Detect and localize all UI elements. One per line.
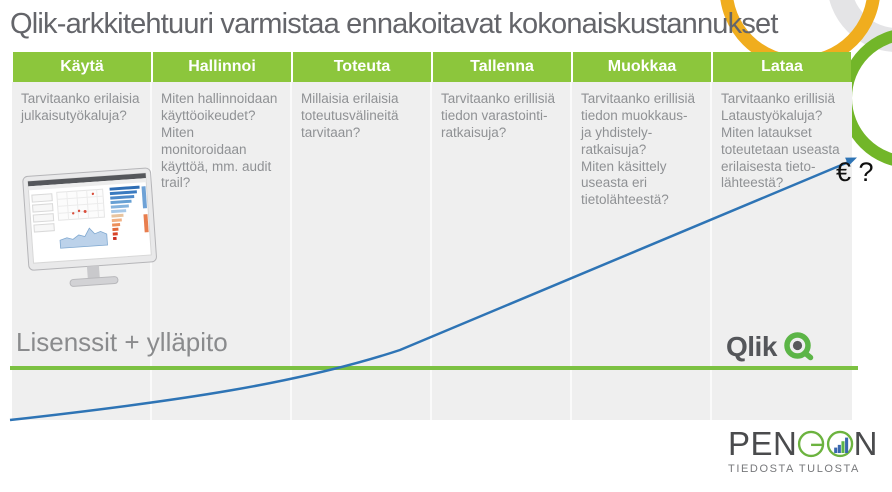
licenses-baseline-line xyxy=(10,366,858,370)
qlik-logo-text: Qlik xyxy=(726,331,777,362)
rising-cost-label: € ? xyxy=(836,157,874,187)
page-title: Qlik-arkkitehtuuri varmistaa ennakoitava… xyxy=(10,8,778,40)
column-question: Tarvitaanko erillisiä tiedon muokkaus- j… xyxy=(581,91,696,208)
column-header: Muokkaa xyxy=(573,52,711,82)
table-column-tallenna: Tallenna Tarvitaanko erillisiä tiedon va… xyxy=(432,52,572,420)
column-question: Miten hallinnoidaan käyttöoikeudet? Mite… xyxy=(161,91,278,191)
pengon-logo-suffix: N xyxy=(853,425,878,462)
qlik-logo: Qlik xyxy=(726,330,816,364)
table-column-hallinnoi: Hallinnoi Miten hallinnoidaan käyttöoike… xyxy=(152,52,292,420)
column-header: Toteuta xyxy=(293,52,431,82)
column-header: Tallenna xyxy=(433,52,571,82)
column-header: Hallinnoi xyxy=(153,52,291,82)
licenses-baseline-label: Lisenssit + ylläpito xyxy=(16,327,228,357)
column-question: Tarvitaanko erilaisia julkaisutyökaluja? xyxy=(21,91,140,123)
green-ring-icon xyxy=(840,30,892,166)
column-header: Käytä xyxy=(13,52,151,82)
monitor-base xyxy=(69,276,119,287)
column-question: Tarvitaanko erillisiä tiedon varastointi… xyxy=(441,91,556,140)
pengon-g-icon xyxy=(798,430,825,458)
table-column-lataa: Lataa Tarvitaanko erillisiä Lataustyökal… xyxy=(712,52,852,420)
table-column-toteuta: Toteuta Millaisia erilaisia toteutusväli… xyxy=(292,52,432,420)
pengon-o-chart-icon xyxy=(826,430,853,458)
column-header: Lataa xyxy=(713,52,851,82)
pengon-logo-prefix: PEN xyxy=(728,425,798,462)
column-question: Tarvitaanko erillisiä Lataustyökaluja? M… xyxy=(721,91,840,191)
table-column-muokkaa: Muokkaa Tarvitaanko erillisiä tiedon muo… xyxy=(572,52,712,420)
column-question: Millaisia erilaisia toteutusvälineitä ta… xyxy=(301,91,399,140)
qlik-dashboard-monitor-illustration xyxy=(22,167,157,287)
pengon-logo: PEN N TIEDOSTA TULOSTA xyxy=(728,426,878,475)
pengon-tagline: TIEDOSTA TULOSTA xyxy=(728,463,860,475)
qlik-q-icon xyxy=(784,332,814,361)
